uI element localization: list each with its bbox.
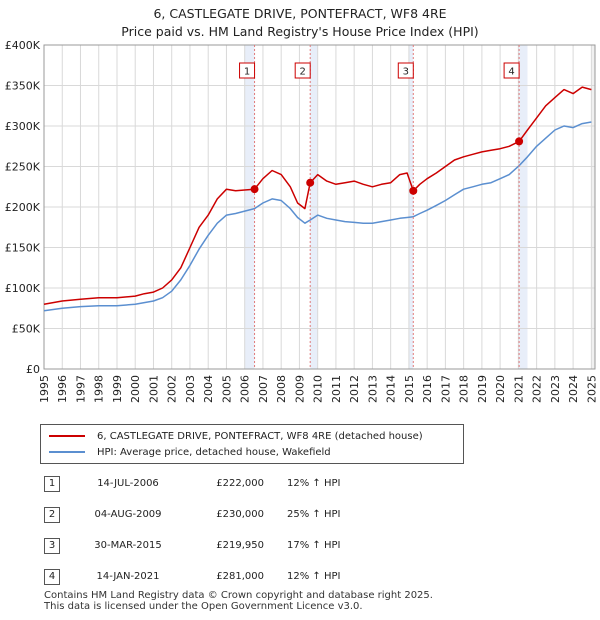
sale-point: [306, 178, 315, 187]
x-tick-label: 1996: [56, 375, 69, 403]
transaction-date: 14-JAN-2021: [96, 571, 160, 582]
transaction-hpi-change: 12% ↑ HPI: [287, 571, 341, 582]
x-tick-label: 2020: [494, 375, 507, 403]
table-row: 2 04-AUG-2009 £230,000 25% ↑ HPI: [44, 505, 404, 525]
transaction-date: 30-MAR-2015: [94, 540, 162, 551]
legend-label-hpi: HPI: Average price, detached house, Wake…: [97, 446, 331, 458]
x-tick-label: 2001: [147, 375, 160, 403]
transaction-price: £222,000: [216, 478, 264, 489]
plot-border: [43, 44, 596, 370]
sale-point: [409, 186, 418, 195]
property-price-line: [43, 86, 592, 305]
y-tick-label: £350K: [5, 80, 41, 93]
x-tick-label: 2005: [220, 375, 233, 403]
y-tick-label: £50K: [12, 323, 41, 336]
y-tick-label: £100K: [5, 282, 41, 295]
x-tick-label: 2021: [512, 375, 525, 403]
transaction-number-badge: 4: [44, 569, 60, 585]
transaction-number-badge: 2: [44, 507, 60, 523]
x-tick-label: 2013: [366, 375, 379, 403]
transaction-number-badge: 1: [44, 476, 60, 492]
x-tick-label: 2008: [275, 375, 288, 403]
sale-point: [515, 137, 524, 146]
x-tick-label: 1995: [38, 375, 51, 403]
x-tick-label: 2002: [166, 375, 179, 403]
table-row: 3 30-MAR-2015 £219,950 17% ↑ HPI: [44, 536, 404, 556]
x-tick-label: 2019: [476, 375, 489, 403]
x-tick-label: 2025: [585, 375, 598, 403]
legend-swatch-property: [49, 435, 85, 437]
x-tick-label: 2003: [184, 375, 197, 403]
y-tick-label: £300K: [5, 120, 41, 133]
chart-legend: 6, CASTLEGATE DRIVE, PONTEFRACT, WF8 4RE…: [40, 424, 464, 464]
sale-label-number: 1: [244, 67, 250, 78]
footer-copyright: Contains HM Land Registry data © Crown c…: [44, 590, 433, 601]
sale-label-number: 3: [403, 67, 409, 78]
transaction-price: £219,950: [216, 540, 264, 551]
price-chart: £0 £50K £100K £150K £200K £250K £300K £350K £400…: [5, 39, 599, 403]
x-tick-label: 2014: [385, 375, 398, 403]
legend-item-property: 6, CASTLEGATE DRIVE, PONTEFRACT, WF8 4RE…: [49, 429, 423, 443]
transaction-price: £281,000: [216, 571, 264, 582]
y-tick-label: £400K: [5, 39, 41, 52]
sale-label-number: 4: [508, 67, 514, 78]
hpi-line: [43, 121, 592, 312]
x-tick-label: 2004: [202, 375, 215, 403]
legend-label-property: 6, CASTLEGATE DRIVE, PONTEFRACT, WF8 4RE…: [97, 430, 423, 442]
table-row: 1 14-JUL-2006 £222,000 12% ↑ HPI: [44, 474, 404, 494]
footer: Contains HM Land Registry data © Crown c…: [44, 590, 433, 612]
sale-label-number: 2: [300, 67, 306, 78]
x-tick-label: 2009: [293, 375, 306, 403]
sale-label-box: [397, 62, 414, 79]
transaction-number-badge: 3: [44, 538, 60, 554]
x-tick-label: 2015: [403, 375, 416, 403]
transaction-hpi-change: 17% ↑ HPI: [287, 540, 341, 551]
sale-label-box: [239, 62, 256, 79]
x-tick-label: 1999: [111, 375, 124, 403]
x-tick-label: 2024: [567, 375, 580, 403]
x-tick-label: 2017: [439, 375, 452, 403]
x-tick-label: 2007: [257, 375, 270, 403]
x-tick-label: 2023: [549, 375, 562, 403]
y-tick-label: £200K: [5, 201, 41, 214]
y-tick-label: £0: [26, 363, 40, 376]
y-tick-label: £150K: [5, 242, 41, 255]
sale-label-box: [294, 62, 311, 79]
x-tick-label: 1998: [93, 375, 106, 403]
chart-subtitle: Price paid vs. HM Land Registry's House …: [121, 24, 479, 39]
sale-label-box: [503, 62, 520, 79]
transaction-date: 14-JUL-2006: [97, 478, 159, 489]
transaction-price: £230,000: [216, 509, 264, 520]
x-tick-label: 2010: [312, 375, 325, 403]
sale-point: [250, 185, 259, 194]
footer-license: This data is licensed under the Open Gov…: [44, 601, 363, 612]
transaction-hpi-change: 25% ↑ HPI: [287, 509, 341, 520]
transaction-date: 04-AUG-2009: [94, 509, 162, 520]
x-tick-label: 2016: [421, 375, 434, 403]
x-tick-label: 2012: [348, 375, 361, 403]
x-tick-label: 2000: [129, 375, 142, 403]
x-tick-label: 2006: [239, 375, 252, 403]
chart-title: 6, CASTLEGATE DRIVE, PONTEFRACT, WF8 4RE: [153, 6, 447, 21]
legend-item-hpi: HPI: Average price, detached house, Wake…: [49, 445, 331, 459]
x-tick-label: 2022: [531, 375, 544, 403]
x-tick-label: 2011: [330, 375, 343, 403]
table-row: 4 14-JAN-2021 £281,000 12% ↑ HPI: [44, 567, 404, 587]
legend-swatch-hpi: [49, 451, 85, 453]
x-tick-label: 1997: [74, 375, 87, 403]
x-tick-label: 2018: [458, 375, 471, 403]
y-tick-label: £250K: [5, 161, 41, 174]
transaction-hpi-change: 12% ↑ HPI: [287, 478, 341, 489]
